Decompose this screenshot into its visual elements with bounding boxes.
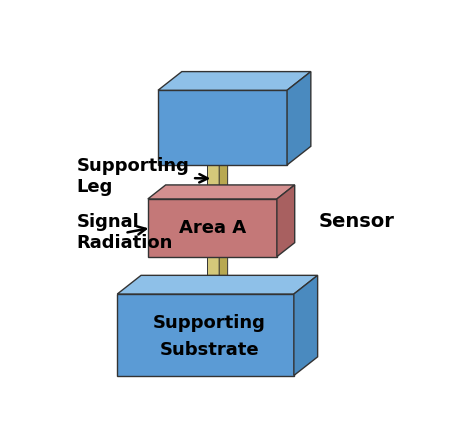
Text: Signal
Radiation: Signal Radiation <box>76 213 173 252</box>
Polygon shape <box>158 90 287 165</box>
Polygon shape <box>294 275 318 376</box>
Polygon shape <box>277 185 295 257</box>
Text: Supporting
Substrate: Supporting Substrate <box>153 314 265 359</box>
Polygon shape <box>207 158 228 165</box>
Polygon shape <box>117 294 294 376</box>
Polygon shape <box>207 165 219 199</box>
Polygon shape <box>117 275 318 294</box>
Polygon shape <box>148 199 277 257</box>
Polygon shape <box>158 71 311 90</box>
Polygon shape <box>219 250 228 294</box>
Polygon shape <box>207 257 219 294</box>
Text: Sensor: Sensor <box>319 212 394 231</box>
Text: Supporting
Leg: Supporting Leg <box>76 157 208 196</box>
Polygon shape <box>219 158 228 199</box>
Polygon shape <box>287 71 311 165</box>
Polygon shape <box>207 250 228 257</box>
Text: Area A: Area A <box>179 219 246 237</box>
Polygon shape <box>148 185 295 199</box>
